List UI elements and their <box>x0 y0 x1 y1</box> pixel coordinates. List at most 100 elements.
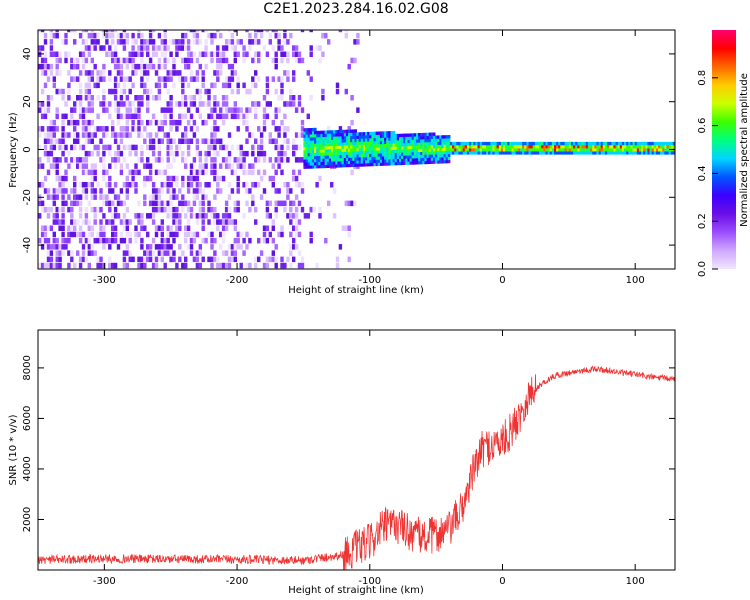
heatmap-cell <box>360 150 364 155</box>
heatmap-cell <box>619 145 623 149</box>
heatmap-cell <box>146 51 150 57</box>
heatmap-cell <box>134 113 138 120</box>
heatmap-cell <box>598 151 602 155</box>
heatmap-cell <box>204 163 208 169</box>
heatmap-cell <box>189 169 194 176</box>
heatmap-cell <box>78 157 83 163</box>
heatmap-cell <box>87 126 91 132</box>
heatmap-cell <box>46 157 51 163</box>
heatmap-cell <box>541 148 544 152</box>
heatmap-cell <box>236 126 240 132</box>
heatmap-cell <box>186 200 191 207</box>
heatmap-cell <box>560 151 563 155</box>
heatmap-cell <box>242 45 246 51</box>
heatmap-cell <box>292 144 296 151</box>
heatmap-cell <box>186 225 191 231</box>
heatmap-cell <box>537 145 540 149</box>
heatmap-cell <box>49 32 54 39</box>
heatmap-cell <box>403 146 406 150</box>
heatmap-cell <box>379 140 383 145</box>
heatmap-cell <box>148 256 153 263</box>
heatmap-cell <box>309 237 313 244</box>
heatmap-cell <box>52 231 56 238</box>
heatmap-cell <box>522 148 525 152</box>
heatmap-cell <box>224 225 229 231</box>
heatmap-cell <box>67 150 71 157</box>
heatmap-cell <box>324 237 328 244</box>
heatmap-cell <box>76 57 80 64</box>
heatmap-cell <box>636 148 640 152</box>
heatmap-cell <box>67 51 71 57</box>
heatmap-cell <box>93 194 97 200</box>
heatmap-cell <box>556 151 559 155</box>
heatmap-cell <box>641 141 644 146</box>
heatmap-cell <box>394 149 398 153</box>
heatmap-cell <box>432 148 436 152</box>
heatmap-cell <box>322 136 326 141</box>
heatmap-cell <box>230 163 235 169</box>
heatmap-cell <box>307 149 311 154</box>
heatmap-cell <box>274 126 278 132</box>
heatmap-cell <box>195 126 200 132</box>
heatmap-cell <box>210 113 214 120</box>
heatmap-cell <box>390 134 394 138</box>
heatmap-cell <box>316 130 319 135</box>
heatmap-cell <box>413 151 417 156</box>
heatmap-cell <box>201 119 205 126</box>
heatmap-cell <box>239 163 243 169</box>
heatmap-cell <box>280 144 284 151</box>
heatmap-cell <box>341 160 345 165</box>
heatmap-cell <box>426 145 430 149</box>
heatmap-cell <box>354 148 357 152</box>
heatmap-cell <box>254 39 258 45</box>
heatmap-cell <box>658 148 661 152</box>
heatmap-cell <box>254 70 258 76</box>
heatmap-cell <box>602 145 606 149</box>
heatmap-cell <box>76 63 80 70</box>
heatmap-cell <box>157 157 162 163</box>
heatmap-cell <box>125 206 129 213</box>
heatmap-cell <box>163 76 167 82</box>
heatmap-cell <box>213 101 217 107</box>
heatmap-cell <box>274 256 278 263</box>
heatmap-cell <box>331 152 334 156</box>
heatmap-cell <box>99 30 103 33</box>
heatmap-cell <box>186 206 191 213</box>
heatmap-cell <box>210 157 214 163</box>
heatmap-cell <box>166 101 170 107</box>
heatmap-cell <box>505 141 508 146</box>
heatmap-cell <box>61 175 65 182</box>
heatmap-cell <box>224 76 229 82</box>
heatmap-cell <box>549 148 553 152</box>
heatmap-cell <box>172 82 176 89</box>
heatmap-cell <box>166 57 170 64</box>
heatmap-cell <box>322 139 326 144</box>
heatmap-cell <box>154 200 159 207</box>
heatmap-cell <box>286 126 290 132</box>
heatmap-cell <box>175 150 179 157</box>
heatmap-cell <box>169 250 173 256</box>
heatmap-cell <box>230 63 235 70</box>
heatmap-cell <box>316 158 319 163</box>
heatmap-cell <box>67 262 71 269</box>
heatmap-cell <box>186 39 191 45</box>
heatmap-cell <box>369 138 372 142</box>
heatmap-cell <box>439 135 442 139</box>
heatmap-cell <box>178 45 182 51</box>
heatmap-cell <box>375 147 379 151</box>
heatmap-cell <box>315 45 319 51</box>
heatmap-cell <box>386 152 389 157</box>
heatmap-cell <box>204 51 208 57</box>
heatmap-cell <box>108 175 112 182</box>
heatmap-cell <box>195 39 200 45</box>
heatmap-cell <box>292 256 296 263</box>
heatmap-cell <box>169 119 173 126</box>
heatmap-cell <box>73 101 77 107</box>
heatmap-cell <box>558 141 561 146</box>
heatmap-cell <box>328 155 332 159</box>
heatmap-cell <box>352 157 355 161</box>
heatmap-cell <box>131 39 135 45</box>
heatmap-cell <box>49 95 54 101</box>
heatmap-cell <box>46 256 51 263</box>
heatmap-cell <box>413 139 417 143</box>
